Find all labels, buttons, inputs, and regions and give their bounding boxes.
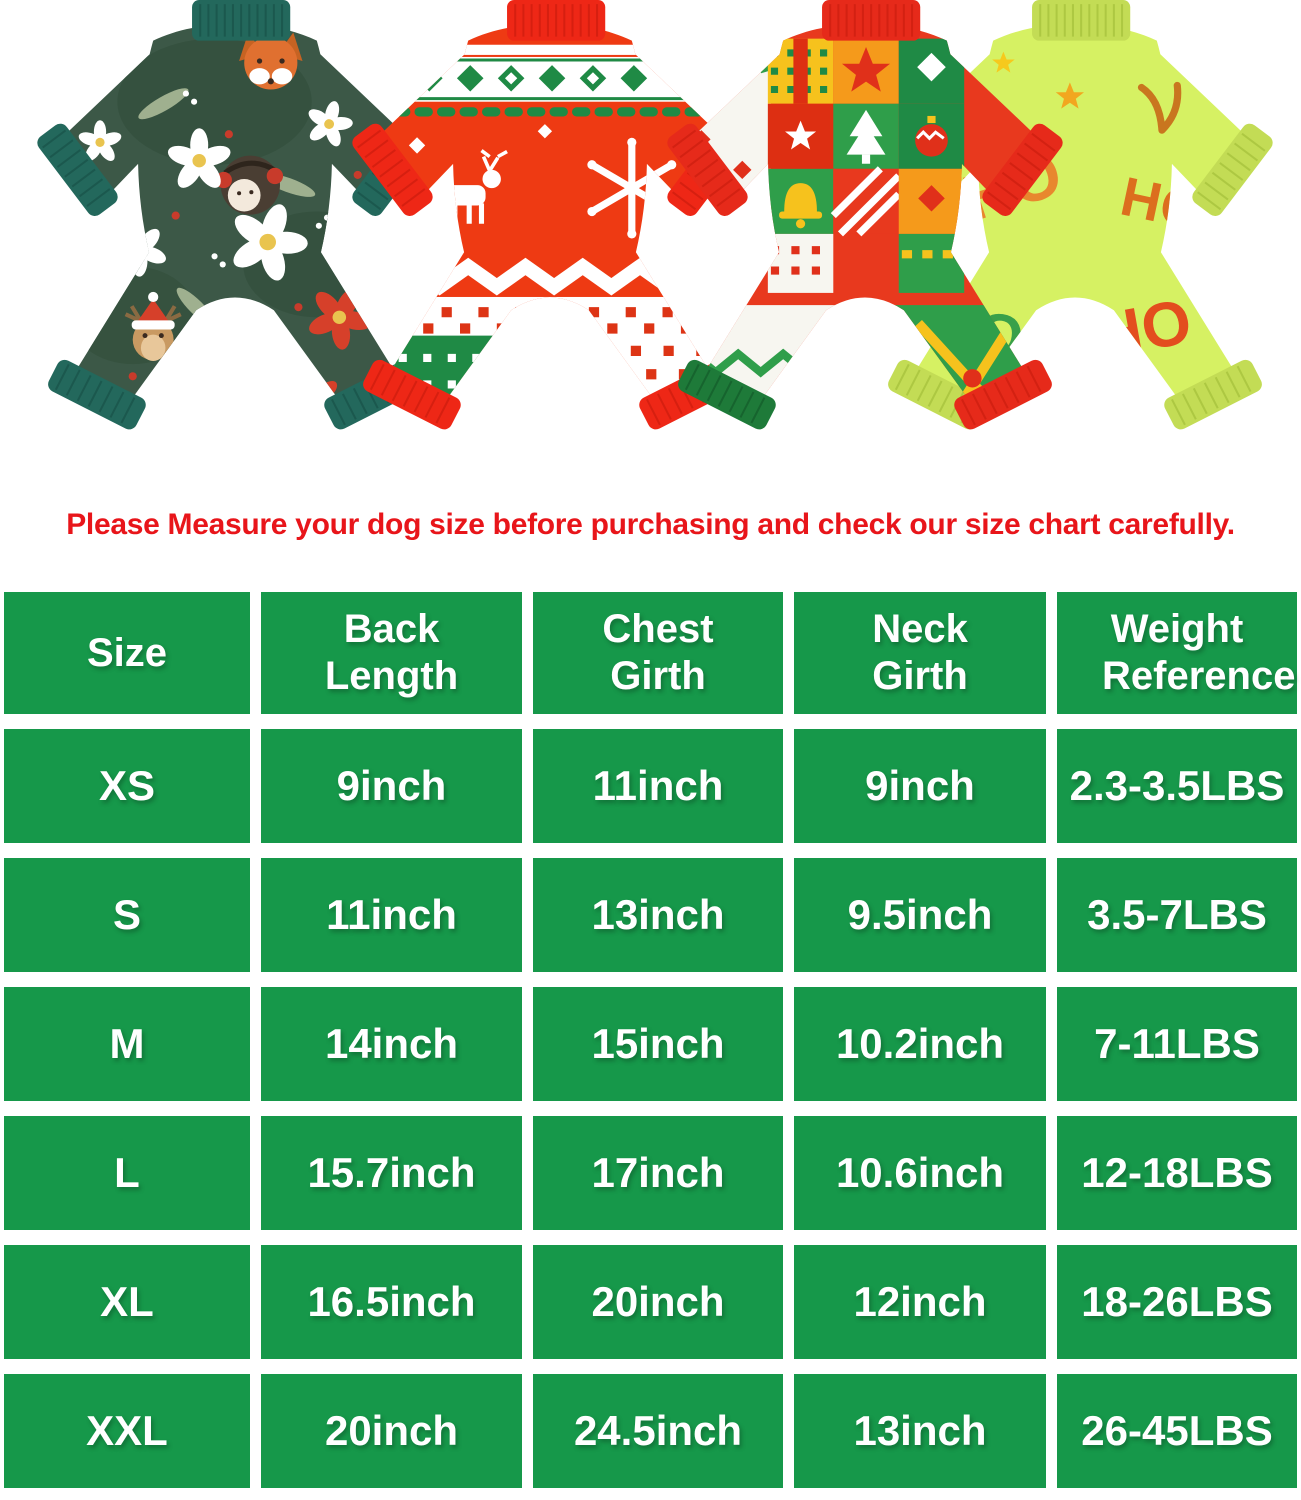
back-length-value: 14inch <box>261 987 522 1101</box>
chest-girth-value: 20inch <box>533 1245 783 1359</box>
berries <box>128 130 362 381</box>
christmas-tree-icon <box>833 103 899 169</box>
bow-knot <box>963 369 982 388</box>
measure-warning-text: Please Measure your dog size before purc… <box>66 508 1235 541</box>
pajama-fair-isle-photo <box>352 0 748 430</box>
weight-reference-value: 26-45LBS <box>1057 1374 1297 1488</box>
back-length-value: 15.7inch <box>261 1116 522 1230</box>
back-length-value: 16.5inch <box>261 1245 522 1359</box>
neck-girth-value: 9.5inch <box>794 858 1046 972</box>
chest-girth-value: 17inch <box>533 1116 783 1230</box>
neck-girth-value: 13inch <box>794 1374 1046 1488</box>
size-chart-table: Size Back Length Chest Girth Neck Girth … <box>4 592 1297 1488</box>
column-header-back-length: Back Length <box>261 592 522 714</box>
size-label: XXL <box>4 1374 250 1488</box>
bell-icon <box>767 168 834 234</box>
size-label: XS <box>4 729 250 843</box>
back-length-value: 20inch <box>261 1374 522 1488</box>
chest-girth-value: 11inch <box>533 729 783 843</box>
size-label: S <box>4 858 250 972</box>
pajama-forest-animals-photo <box>37 0 433 430</box>
gift-box-icon <box>767 38 834 104</box>
weight-reference-value: 3.5-7LBS <box>1057 858 1297 972</box>
fox-face-icon <box>239 32 303 90</box>
back-length-value: 11inch <box>261 858 522 972</box>
weight-reference-value: 12-18LBS <box>1057 1116 1297 1230</box>
star-patch <box>833 38 899 104</box>
weight-reference-value: 2.3-3.5LBS <box>1057 729 1297 843</box>
chest-girth-value: 24.5inch <box>533 1374 783 1488</box>
weight-reference-value: 7-11LBS <box>1057 987 1297 1101</box>
ornament-icon <box>898 103 965 169</box>
back-length-value: 9inch <box>261 729 522 843</box>
pajama3-trim <box>667 0 1063 430</box>
size-label: XL <box>4 1245 250 1359</box>
deer-icon <box>124 291 182 362</box>
neck-girth-value: 10.2inch <box>794 987 1046 1101</box>
weight-reference-value: 18-26LBS <box>1057 1245 1297 1359</box>
neck-girth-value: 12inch <box>794 1245 1046 1359</box>
pajama3-fabric <box>689 23 1041 409</box>
neck-girth-value: 9inch <box>794 729 1046 843</box>
column-header-chest-girth: Chest Girth <box>533 592 783 714</box>
chest-girth-value: 13inch <box>533 858 783 972</box>
pajama2-fabric <box>374 23 726 409</box>
column-header-size: Size <box>4 592 250 714</box>
pajama-patchwork-photo <box>667 0 1063 430</box>
chest-girth-value: 15inch <box>533 987 783 1101</box>
column-header-weight-reference: Weight Reference <box>1057 592 1297 714</box>
diamond-band <box>374 65 726 92</box>
antler-doodle-icon <box>1137 81 1182 134</box>
neck-girth-value: 10.6inch <box>794 1116 1046 1230</box>
santa-hat-icon <box>226 375 274 409</box>
size-label: M <box>4 987 250 1101</box>
size-label: L <box>4 1116 250 1230</box>
product-photos: HO HO HO HO <box>0 0 1301 496</box>
column-header-neck-girth: Neck Girth <box>794 592 1046 714</box>
